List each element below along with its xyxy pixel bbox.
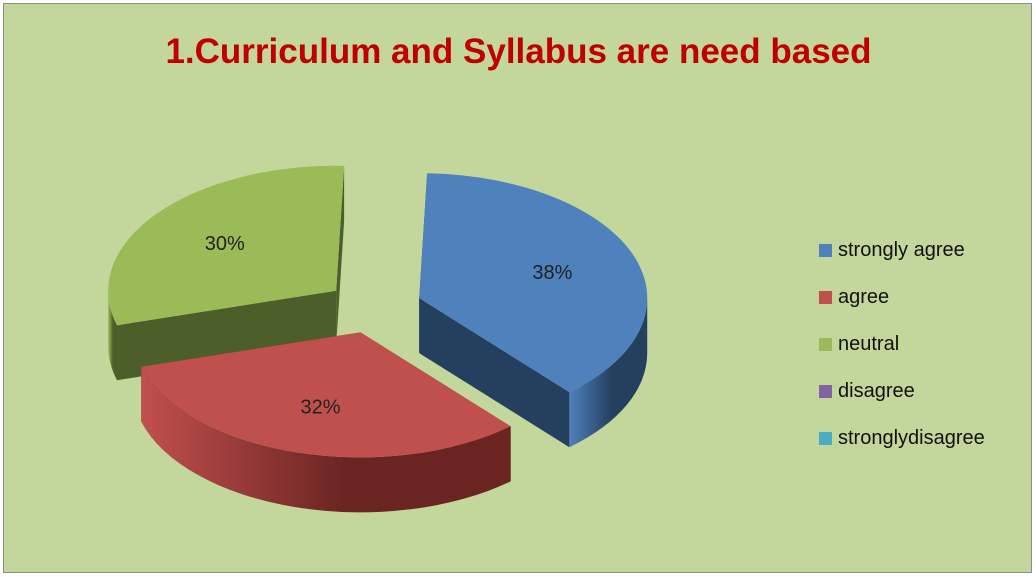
data-label-strongly-agree: 38% <box>532 262 572 284</box>
pie-slice-strongly-agree-side <box>569 298 648 448</box>
chart-area: 1.Curriculum and Syllabus are need based… <box>3 3 1032 573</box>
pie-slice-agree <box>141 332 511 458</box>
pie-slice-strongly-agree <box>419 173 648 393</box>
legend-item-disagree: disagree <box>819 368 985 415</box>
legend-swatch <box>819 385 832 398</box>
legend-item-strongly-agree: strongly agree <box>819 227 985 274</box>
pie-slice-neutral-side <box>108 290 118 381</box>
legend-item-stronglydisagree: stronglydisagree <box>819 415 985 462</box>
legend-label: agree <box>838 286 890 308</box>
legend-label: disagree <box>838 380 915 402</box>
pie-slice-neutral-wall-1 <box>336 165 345 346</box>
legend-label: stronglydisagree <box>838 427 985 449</box>
legend-swatch <box>819 338 832 351</box>
legend-label: strongly agree <box>838 239 965 261</box>
legend-swatch <box>819 432 832 445</box>
pie-slice-neutral <box>108 165 345 326</box>
pie-slice-agree-side <box>141 366 511 513</box>
legend-item-neutral: neutral <box>819 321 985 368</box>
pie-slice-strongly-agree-wall-1 <box>419 298 570 448</box>
legend-swatch <box>819 244 832 257</box>
pie-chart: 38% 32% 30% <box>108 165 648 513</box>
legend-label: neutral <box>838 333 900 355</box>
chart-title: 1.Curriculum and Syllabus are need based <box>165 32 872 71</box>
chart-legend: strongly agree agree neutral disagree strong… <box>819 227 985 462</box>
pie-slice-neutral-wall-0 <box>117 290 337 381</box>
data-label-neutral: 30% <box>205 233 245 255</box>
legend-item-agree: agree <box>819 274 985 321</box>
data-label-agree: 32% <box>301 397 341 419</box>
legend-swatch <box>819 291 832 304</box>
